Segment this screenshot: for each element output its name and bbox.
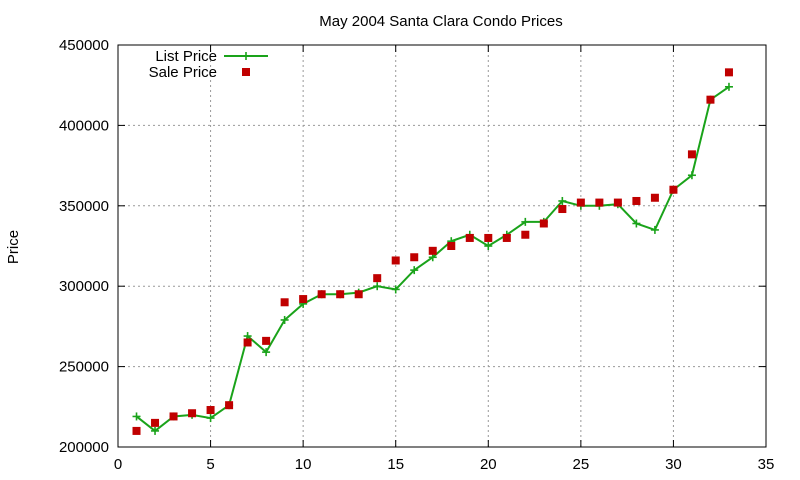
y-tick-label: 400000: [59, 117, 109, 134]
sale-price-point: [280, 298, 289, 307]
list-price-point: [724, 82, 733, 91]
legend-label-list-price: List Price: [155, 48, 217, 65]
list-price-point: [206, 414, 215, 423]
list-price-point: [650, 225, 659, 234]
list-price-point: [151, 426, 160, 435]
list-price-point: [132, 412, 141, 421]
sale-price-point: [484, 233, 493, 242]
sale-price-point: [706, 95, 715, 104]
list-price-point: [391, 285, 400, 294]
sale-price-point: [447, 242, 456, 250]
sale-price-point: [595, 198, 604, 207]
sale-price-point: [428, 246, 437, 255]
legend-marker-list-price: [242, 52, 250, 60]
sale-price-point: [299, 295, 308, 304]
sale-price-point: [336, 290, 345, 299]
sale-price-point: [151, 418, 160, 427]
series-layer: [132, 68, 733, 435]
list-price-point: [373, 282, 382, 291]
sale-price-point: [391, 256, 400, 265]
list-price-point: [262, 348, 271, 357]
sale-price-point: [225, 401, 234, 410]
y-tick-label: 250000: [59, 359, 109, 376]
sale-price-point: [650, 193, 659, 202]
list-price-point: [410, 266, 419, 275]
plot-frame: [117, 44, 767, 448]
sale-price-point: [465, 233, 474, 242]
sale-price-point: [669, 185, 678, 194]
sale-price-point: [576, 198, 585, 207]
sale-price-point: [354, 290, 363, 299]
sale-price-point: [632, 196, 641, 205]
y-tick-label: 300000: [59, 278, 109, 295]
sale-price-point: [410, 253, 419, 262]
list-price-point: [521, 217, 530, 226]
list-price-point: [632, 219, 641, 228]
list-price-point: [484, 242, 493, 250]
y-axis-label: Price: [5, 230, 22, 264]
chart-title: May 2004 Santa Clara Condo Prices: [319, 13, 562, 30]
list-price-point: [687, 171, 696, 180]
x-tick-label: 30: [665, 456, 682, 473]
sale-price-point: [502, 233, 511, 242]
sale-price-point: [539, 219, 548, 228]
sale-price-point: [206, 406, 215, 415]
legend-marker-sale-price: [242, 68, 250, 76]
sale-price-point: [317, 290, 326, 299]
sale-price-point: [243, 338, 252, 347]
x-tick-label: 0: [114, 456, 122, 473]
sale-price-point: [724, 68, 733, 77]
axis-ticks: 0 5 10 15 20 25 30 35 200000 250000 300000 350000 40…: [59, 37, 774, 473]
sale-price-point: [262, 336, 271, 345]
y-tick-label: 200000: [59, 439, 109, 456]
sale-price-point: [613, 198, 622, 207]
sale-price-point: [687, 150, 696, 159]
x-tick-label: 5: [206, 456, 214, 473]
y-tick-label: 450000: [59, 37, 109, 54]
x-tick-label: 20: [480, 456, 497, 473]
sale-price-point: [132, 426, 141, 435]
list-price-point: [558, 196, 567, 205]
x-tick-label: 35: [758, 456, 775, 473]
list-price-point: [280, 315, 289, 324]
grid: [118, 45, 766, 447]
x-tick-label: 15: [387, 456, 404, 473]
y-tick-label: 350000: [59, 198, 109, 215]
sale-price-point: [169, 412, 178, 421]
legend-label-sale-price: Sale Price: [149, 64, 217, 81]
sale-price-point: [521, 230, 530, 239]
sale-price-point: [558, 205, 567, 214]
sale-price-point: [373, 274, 382, 283]
x-tick-label: 25: [573, 456, 590, 473]
sale-price-point: [188, 409, 197, 418]
x-tick-label: 10: [295, 456, 312, 473]
